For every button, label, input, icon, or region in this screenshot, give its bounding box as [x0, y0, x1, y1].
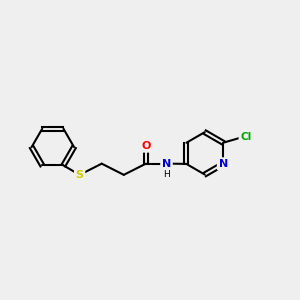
- Text: N: N: [162, 159, 171, 169]
- Text: Cl: Cl: [240, 132, 251, 142]
- Text: S: S: [76, 170, 84, 180]
- Text: H: H: [163, 170, 170, 179]
- Text: N: N: [218, 159, 228, 169]
- Text: O: O: [141, 141, 151, 151]
